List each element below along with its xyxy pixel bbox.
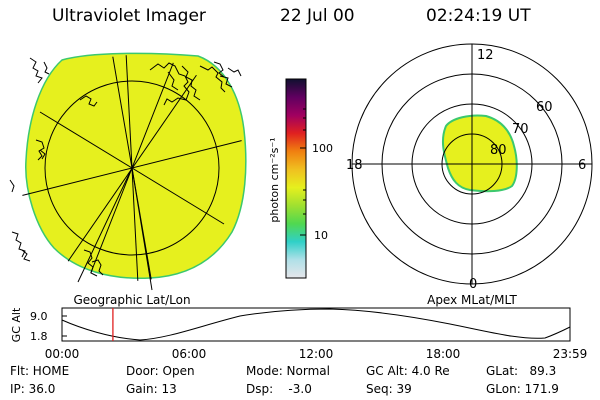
dsp-value: Dsp: -3.0 bbox=[246, 382, 312, 396]
time-tick-2359: 23:59 bbox=[553, 347, 588, 361]
aurora-image-geographic bbox=[25, 52, 247, 279]
alt-tick-high: 9.0 bbox=[30, 310, 48, 323]
mlt-6-label: 6 bbox=[578, 158, 586, 173]
mlt-0-label: 0 bbox=[469, 277, 477, 292]
time-label: 02:24:19 UT bbox=[426, 6, 531, 26]
flight-mode: Flt: HOME bbox=[10, 364, 70, 378]
altitude-plot: 9.0 1.8 GC Alt 00:00 06:00 12:00 18:00 2… bbox=[10, 307, 587, 361]
aurora-image-polar bbox=[441, 114, 518, 193]
ip-value: IP: 36.0 bbox=[10, 382, 56, 396]
colorbar-scale bbox=[285, 78, 307, 279]
alt-tick-low: 1.8 bbox=[30, 330, 48, 343]
mlat-70-label: 70 bbox=[512, 122, 529, 137]
geo-longitude: GLon: 171.9 bbox=[486, 382, 559, 396]
date-label: 22 Jul 00 bbox=[280, 6, 355, 26]
orbit-altitude-curve bbox=[61, 308, 571, 341]
door-status: Door: Open bbox=[126, 364, 195, 378]
mlat-60-label: 60 bbox=[536, 100, 553, 115]
colorbar-tick-10: 10 bbox=[314, 229, 328, 242]
time-tick-1800: 18:00 bbox=[426, 347, 461, 361]
polar-grid bbox=[351, 43, 593, 285]
geographic-map bbox=[9, 52, 247, 291]
mlt-18-label: 18 bbox=[346, 158, 363, 173]
time-tick-1200: 12:00 bbox=[299, 347, 334, 361]
time-tick-0000: 00:00 bbox=[45, 347, 80, 361]
gain-value: Gain: 13 bbox=[126, 382, 177, 396]
geographic-caption: Geographic Lat/Lon bbox=[73, 293, 190, 307]
altitude-plot-frame bbox=[61, 307, 571, 342]
colorbar: 100 10 photon cm⁻²s⁻¹ bbox=[268, 78, 333, 279]
polar-plot: 12 18 6 0 60 70 80 bbox=[346, 43, 593, 292]
mlat-80-label: 80 bbox=[490, 143, 507, 158]
mlt-12-label: 12 bbox=[477, 48, 494, 63]
time-tick-0600: 06:00 bbox=[172, 347, 207, 361]
instrument-title: Ultraviolet Imager bbox=[52, 6, 206, 26]
apex-caption: Apex MLat/MLT bbox=[427, 293, 517, 307]
gc-altitude: GC Alt: 4.0 Re bbox=[366, 364, 450, 378]
geo-latitude: GLat: 89.3 bbox=[486, 364, 557, 378]
alt-axis-label: GC Alt bbox=[10, 307, 23, 342]
colorbar-tick-100: 100 bbox=[312, 142, 333, 155]
mode-status: Mode: Normal bbox=[246, 364, 330, 378]
sequence-number: Seq: 39 bbox=[366, 382, 412, 396]
colorbar-unit-label: photon cm⁻²s⁻¹ bbox=[268, 137, 281, 222]
